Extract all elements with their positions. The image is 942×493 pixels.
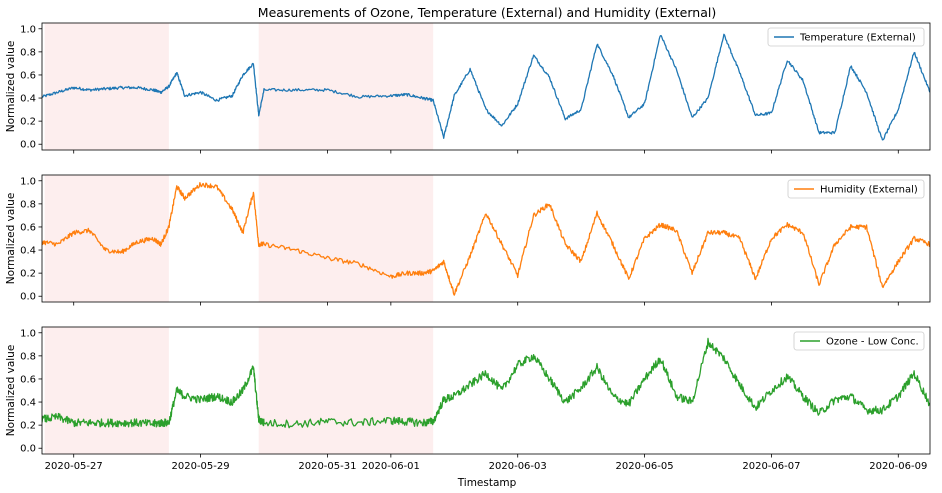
y-tick-label: 0.6 xyxy=(20,374,36,385)
highlight-span-2 xyxy=(258,175,434,302)
y-tick-label: 1.0 xyxy=(20,328,36,339)
legend-label: Ozone - Low Conc. xyxy=(826,337,919,348)
y-tick-label: 0.4 xyxy=(20,246,36,257)
panel-3: 0.0 0.2 0.4 0.6 0.8 1.0 2020-05-27 2020-05-29 20… xyxy=(5,326,931,472)
x-tick-label: 2020-06-07 xyxy=(742,461,800,472)
highlight-span-1 xyxy=(44,23,169,150)
legend: Ozone - Low Conc. xyxy=(793,331,925,351)
y-axis-label: Normalized value xyxy=(5,41,17,133)
y-axis-label: Normalized value xyxy=(5,345,17,437)
y-tick-label: 1.0 xyxy=(20,176,36,187)
y-tick-label: 0.4 xyxy=(20,398,36,409)
y-tick-label: 0.0 xyxy=(20,292,36,303)
y-tick-label: 0.4 xyxy=(20,94,36,105)
x-axis-label: Timestamp xyxy=(457,477,517,489)
x-tick-label: 2020-05-31 xyxy=(298,461,356,472)
highlight-span-2 xyxy=(258,327,434,454)
y-tick-label: 0.2 xyxy=(20,269,36,280)
legend-box xyxy=(787,179,925,199)
legend-label: Temperature (External) xyxy=(799,33,916,44)
legend-label: Humidity (External) xyxy=(820,185,918,196)
x-tick-label: 2020-05-27 xyxy=(45,461,103,472)
y-tick-label: 0.0 xyxy=(20,140,36,151)
series-line-2-1 xyxy=(42,182,930,296)
legend-box xyxy=(793,331,925,351)
x-tick-label: 2020-06-09 xyxy=(869,461,927,472)
x-tick-label: 2020-06-05 xyxy=(616,461,674,472)
y-tick-label: 0.8 xyxy=(20,351,36,362)
highlight-span-2 xyxy=(258,23,434,150)
figure-title: Measurements of Ozone, Temperature (Exte… xyxy=(258,5,716,20)
legend: Temperature (External) xyxy=(767,27,925,47)
y-axis-label: Normalized value xyxy=(5,193,17,285)
series-line-1-1 xyxy=(42,33,930,141)
y-tick-label: 0.2 xyxy=(20,117,36,128)
y-tick-label: 0.8 xyxy=(20,199,36,210)
highlight-span-1 xyxy=(44,327,169,454)
axes-frame xyxy=(41,326,931,455)
x-tick-label: 2020-06-03 xyxy=(489,461,547,472)
x-tick-label: 2020-06-01 xyxy=(362,461,420,472)
y-tick-label: 0.2 xyxy=(20,421,36,432)
y-tick-label: 0.0 xyxy=(20,444,36,455)
legend-box xyxy=(767,27,925,47)
y-tick-label: 0.8 xyxy=(20,47,36,58)
x-tick-label: 2020-05-29 xyxy=(172,461,230,472)
y-tick-label: 0.6 xyxy=(20,222,36,233)
legend: Humidity (External) xyxy=(787,179,925,199)
axes-frame xyxy=(41,174,931,303)
axes-frame xyxy=(41,22,931,151)
y-tick-label: 1.0 xyxy=(20,24,36,35)
y-tick-label: 0.6 xyxy=(20,70,36,81)
series-line-3-1 xyxy=(42,337,930,429)
